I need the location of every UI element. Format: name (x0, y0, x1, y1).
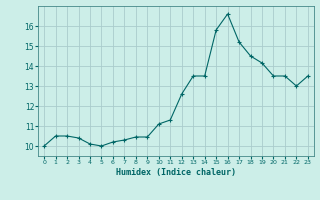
X-axis label: Humidex (Indice chaleur): Humidex (Indice chaleur) (116, 168, 236, 177)
